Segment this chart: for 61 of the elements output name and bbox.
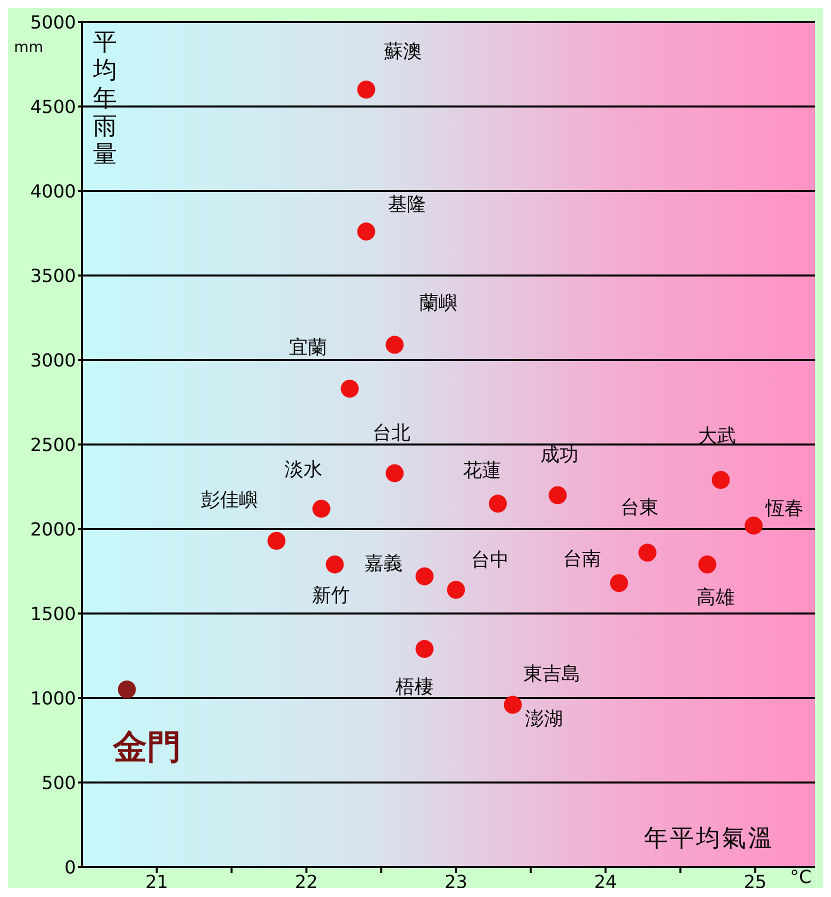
annotation: 恆春 bbox=[764, 498, 804, 520]
x-tick-label: 22 bbox=[294, 872, 318, 893]
point bbox=[488, 494, 507, 513]
point bbox=[326, 555, 344, 574]
text: mm bbox=[14, 38, 44, 56]
annotation: 淡水 bbox=[284, 458, 322, 481]
y-tick-label: 1500 bbox=[30, 604, 76, 625]
annotation: °C bbox=[790, 867, 812, 888]
annotation: 澎湖 bbox=[524, 708, 563, 730]
point bbox=[118, 680, 136, 699]
y-tick-label: 500 bbox=[42, 772, 76, 794]
y-tick-label: 0 bbox=[64, 857, 76, 878]
annotation: 東吉島 bbox=[523, 662, 580, 685]
annotation: 高雄 bbox=[696, 586, 734, 608]
annotation: 嘉義 bbox=[364, 552, 403, 574]
x-tick-label: 24 bbox=[594, 872, 618, 893]
annotation: 台南 bbox=[563, 548, 602, 570]
annotation: 台中 bbox=[470, 548, 509, 571]
point bbox=[386, 336, 404, 354]
point bbox=[357, 80, 376, 99]
y-tick-label: 5000 bbox=[30, 12, 76, 34]
y-axis-title: 平均年雨量 bbox=[92, 28, 118, 168]
point bbox=[638, 544, 656, 562]
y-tick-label: 3500 bbox=[30, 266, 76, 287]
point bbox=[548, 486, 567, 504]
annotation: 台東 bbox=[620, 496, 658, 519]
point bbox=[340, 380, 359, 398]
annotation: 蘇澳 bbox=[384, 40, 422, 63]
annotation: 基隆 bbox=[388, 194, 426, 216]
y-tick-label: 4000 bbox=[30, 181, 76, 202]
point bbox=[610, 574, 628, 592]
annotation: 台北 bbox=[372, 422, 411, 444]
point bbox=[504, 696, 522, 714]
point bbox=[416, 640, 434, 658]
point bbox=[386, 464, 404, 482]
x-tick-label: 21 bbox=[145, 872, 168, 893]
x-tick-label: 23 bbox=[444, 872, 468, 893]
annotation: 蘭嶼 bbox=[420, 292, 458, 314]
annotation: 宜蘭 bbox=[288, 336, 327, 359]
x-axis-title: 年平均氣溫 bbox=[644, 823, 774, 854]
y-tick-label: 4500 bbox=[30, 96, 76, 118]
annotation: 梧棲 bbox=[394, 676, 434, 698]
y-tick-label: 2000 bbox=[30, 519, 76, 540]
y-tick-label: 3000 bbox=[30, 350, 76, 372]
point bbox=[312, 500, 330, 518]
annotation: 金門 bbox=[112, 728, 181, 768]
point bbox=[357, 222, 376, 241]
annotation: 成功 bbox=[540, 444, 579, 466]
point bbox=[446, 580, 465, 599]
point bbox=[744, 516, 763, 535]
annotation: 彭佳嶼 bbox=[200, 488, 258, 511]
x-tick-label: 25 bbox=[744, 872, 767, 893]
point bbox=[416, 567, 434, 586]
y-tick-label: 2500 bbox=[30, 434, 76, 456]
y-tick-label: 1000 bbox=[30, 688, 76, 710]
annotation: 大武 bbox=[698, 424, 736, 447]
annotation: 新竹 bbox=[312, 584, 350, 606]
point bbox=[698, 555, 716, 574]
point bbox=[712, 470, 730, 489]
point bbox=[267, 532, 286, 550]
annotation: 花蓮 bbox=[462, 460, 501, 482]
